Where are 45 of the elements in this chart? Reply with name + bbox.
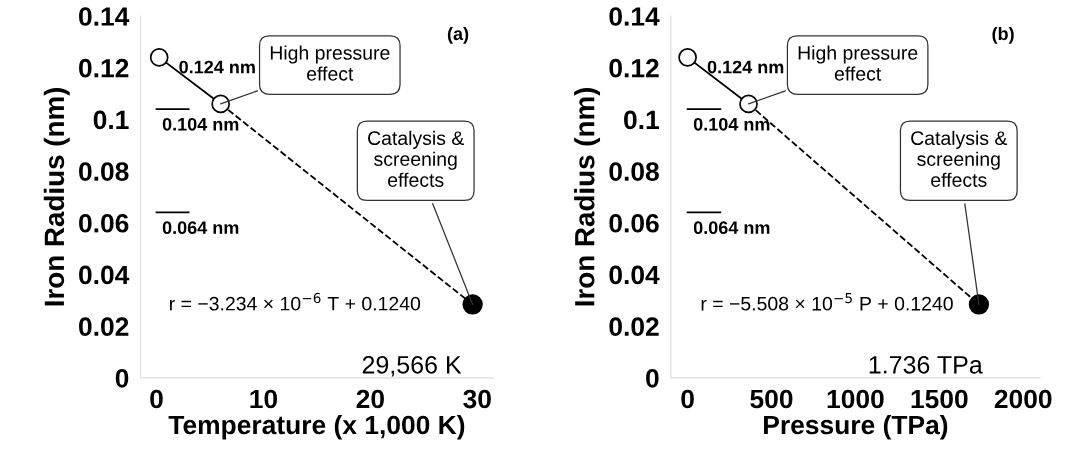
x-tick-label: 500: [750, 389, 793, 409]
y-tick-label: 0.02: [79, 317, 129, 336]
x-tick-label: 10: [250, 389, 278, 409]
annotation: 0.104 nm: [693, 117, 770, 131]
y-tick-label: 0: [646, 368, 659, 388]
annotation: Catalysis & screening effects: [368, 130, 465, 187]
text: (b): [992, 26, 1014, 44]
annotation: Catalysis & screening effects: [911, 130, 1008, 187]
y-tick-label: 0: [115, 368, 129, 388]
y-axis-title: Iron Radius (nm): [574, 87, 601, 306]
y-tick-label: 0.08: [609, 162, 659, 181]
y-tick-label: 0.14: [79, 7, 130, 26]
annotation: r = −3.234 × 10$^{−6}$ T + 0.1240: [170, 292, 421, 311]
y-tick-label: 0.04: [79, 265, 130, 285]
annotation: 0.064 nm: [693, 221, 770, 235]
y-tick-label: 0.02: [609, 317, 659, 336]
x-tick-label: 0: [150, 389, 163, 409]
x-tick-label: 20: [356, 389, 384, 409]
y-tick-label: 0.06: [609, 213, 659, 233]
annotation: 0.064 nm: [162, 221, 239, 235]
annotation: 0.104 nm: [162, 117, 239, 131]
y-tick-label: 0.1: [624, 110, 659, 130]
y-tick-label: 0.06: [79, 213, 129, 233]
y-axis-title: Iron Radius (nm): [43, 87, 70, 306]
text: (a): [447, 26, 469, 44]
annotation: r = −5.508 × 10$^{−5}$ P + 0.1240: [701, 293, 953, 311]
x-tick-label: 30: [463, 389, 491, 409]
annotation: 0.124 nm: [707, 60, 784, 74]
annotation: High pressure effect: [798, 45, 918, 81]
y-tick-label: 0.12: [79, 58, 129, 78]
x-axis-title: Pressure (TPa): [764, 414, 948, 440]
y-tick-label: 0.04: [609, 265, 660, 285]
y-tick-label: 0.1: [93, 110, 129, 130]
x-tick-label: 1500: [911, 389, 968, 409]
annotation: 1.736 TPa: [869, 355, 983, 374]
annotation: 0.124 nm: [179, 60, 255, 74]
y-tick-label: 0.08: [79, 162, 129, 181]
x-axis-title: Temperature (x 1,000 K): [168, 414, 465, 440]
y-tick-label: 0.14: [609, 7, 660, 26]
annotation: 29,566 K: [362, 355, 462, 377]
y-tick-label: 0.12: [609, 58, 659, 78]
annotation: High pressure effect: [270, 45, 390, 81]
x-tick-label: 0: [681, 389, 694, 409]
x-tick-label: 2000: [994, 389, 1052, 409]
x-tick-label: 1000: [827, 389, 884, 409]
